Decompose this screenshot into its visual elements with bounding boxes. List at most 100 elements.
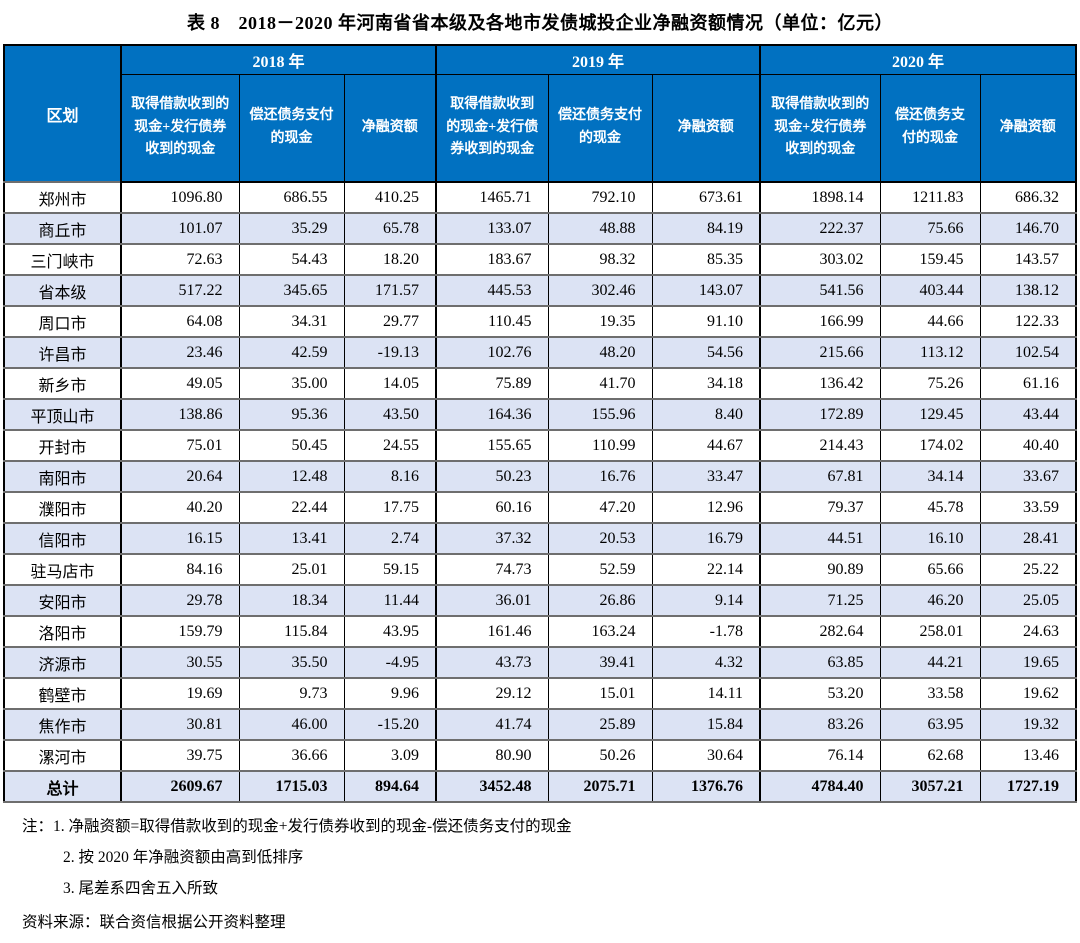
- region-cell: 南阳市: [3, 460, 122, 493]
- value-cell: 34.18: [651, 367, 761, 400]
- note-prefix: 注：: [22, 818, 54, 835]
- value-cell: 63.85: [759, 646, 881, 679]
- col-header-year-2019: 2019 年: [435, 44, 761, 75]
- value-cell: 29.12: [435, 677, 549, 710]
- region-cell: 新乡市: [3, 367, 122, 400]
- table-row: 信阳市 16.15 13.41 2.74 37.32 20.53 16.79 44.51 16.…: [3, 522, 1077, 555]
- value-cell: 214.43: [759, 429, 881, 462]
- value-cell: 46.00: [238, 708, 345, 741]
- region-cell: 鹤壁市: [3, 677, 122, 710]
- value-cell: 72.63: [120, 243, 240, 276]
- region-cell: 漯河市: [3, 739, 122, 772]
- value-cell: 16.76: [547, 460, 653, 493]
- value-cell: 122.33: [979, 305, 1077, 338]
- col-header-region: 区划: [3, 44, 122, 183]
- value-cell: 59.15: [343, 553, 437, 586]
- value-cell: 91.10: [651, 305, 761, 338]
- region-cell: 三门峡市: [3, 243, 122, 276]
- value-cell: 95.36: [238, 398, 345, 431]
- region-cell: 洛阳市: [3, 615, 122, 648]
- note-line-3: 3. 尾差系四舍五入所致: [63, 880, 219, 897]
- value-cell: 28.41: [979, 522, 1077, 555]
- table-row: 郑州市 1096.80 686.55 410.25 1465.71 792.10 673.6…: [3, 181, 1077, 214]
- value-cell: 43.73: [435, 646, 549, 679]
- value-cell: 163.24: [547, 615, 653, 648]
- value-cell: 686.32: [979, 181, 1077, 214]
- value-cell: -1.78: [651, 615, 761, 648]
- table-header-subcolumns: 取得借款收到的现金+发行债券收到的现金 偿还债务支付的现金 净融资额 取得借款收…: [4, 73, 1077, 183]
- value-cell: 98.32: [547, 243, 653, 276]
- value-cell: 673.61: [651, 181, 761, 214]
- value-cell: 43.50: [343, 398, 437, 431]
- value-cell: 24.63: [979, 615, 1077, 648]
- net-financing-table: 区划 2018 年 2019 年 2020 年 取得借款收到的现金+发行债券收到…: [3, 44, 1077, 803]
- value-cell: 46.20: [879, 584, 981, 617]
- region-cell: 濮阳市: [3, 491, 122, 524]
- value-cell: 1376.76: [651, 770, 761, 803]
- value-cell: 403.44: [879, 274, 981, 307]
- value-cell: 48.20: [547, 336, 653, 369]
- value-cell: 75.26: [879, 367, 981, 400]
- value-cell: 54.43: [238, 243, 345, 276]
- value-cell: 33.67: [979, 460, 1077, 493]
- value-cell: 16.15: [120, 522, 240, 555]
- value-cell: 50.23: [435, 460, 549, 493]
- value-cell: 166.99: [759, 305, 881, 338]
- table-header-years: 区划 2018 年 2019 年 2020 年: [3, 44, 1077, 183]
- col-header-year-2020: 2020 年: [759, 44, 1077, 75]
- value-cell: 61.16: [979, 367, 1077, 400]
- value-cell: 19.65: [979, 646, 1077, 679]
- value-cell: 65.66: [879, 553, 981, 586]
- value-cell: 102.76: [435, 336, 549, 369]
- value-cell: 67.81: [759, 460, 881, 493]
- col-header-2019-repay: 偿还债务支付的现金: [547, 73, 653, 183]
- value-cell: 34.14: [879, 460, 981, 493]
- value-cell: 19.69: [120, 677, 240, 710]
- value-cell: 303.02: [759, 243, 881, 276]
- table-row: 许昌市 23.46 42.59 -19.13 102.76 48.20 54.56 215.6…: [3, 336, 1077, 369]
- col-header-2019-borrow: 取得借款收到的现金+发行债券收到的现金: [435, 73, 549, 183]
- value-cell: 25.05: [979, 584, 1077, 617]
- value-cell: 133.07: [435, 212, 549, 245]
- value-cell: 1727.19: [979, 770, 1077, 803]
- value-cell: 74.73: [435, 553, 549, 586]
- value-cell: 75.66: [879, 212, 981, 245]
- value-cell: 44.21: [879, 646, 981, 679]
- region-cell: 济源市: [3, 646, 122, 679]
- region-cell: 省本级: [3, 274, 122, 307]
- col-header-2018-repay: 偿还债务支付的现金: [238, 73, 345, 183]
- value-cell: 36.01: [435, 584, 549, 617]
- region-cell: 周口市: [3, 305, 122, 338]
- value-cell: 129.45: [879, 398, 981, 431]
- value-cell: 63.95: [879, 708, 981, 741]
- value-cell: 35.29: [238, 212, 345, 245]
- value-cell: 258.01: [879, 615, 981, 648]
- table-row: 鹤壁市 19.69 9.73 9.96 29.12 15.01 14.11 53.20 33.5…: [3, 677, 1077, 710]
- value-cell: 60.16: [435, 491, 549, 524]
- table-row: 濮阳市 40.20 22.44 17.75 60.16 47.20 12.96 79.37 45…: [3, 491, 1077, 524]
- value-cell: 9.96: [343, 677, 437, 710]
- value-cell: 3452.48: [435, 770, 549, 803]
- value-cell: 155.96: [547, 398, 653, 431]
- value-cell: 79.37: [759, 491, 881, 524]
- value-cell: 84.16: [120, 553, 240, 586]
- table-row: 省本级 517.22 345.65 171.57 445.53 302.46 143.07 5…: [3, 274, 1077, 307]
- note-line-2: 2. 按 2020 年净融资额由高到低排序: [63, 849, 304, 866]
- value-cell: 65.78: [343, 212, 437, 245]
- value-cell: 159.79: [120, 615, 240, 648]
- value-cell: 43.95: [343, 615, 437, 648]
- value-cell: 15.01: [547, 677, 653, 710]
- value-cell: 33.58: [879, 677, 981, 710]
- value-cell: 2075.71: [547, 770, 653, 803]
- value-cell: 17.75: [343, 491, 437, 524]
- value-cell: 43.44: [979, 398, 1077, 431]
- value-cell: 40.40: [979, 429, 1077, 462]
- value-cell: 42.59: [238, 336, 345, 369]
- value-cell: 19.62: [979, 677, 1077, 710]
- value-cell: 20.53: [547, 522, 653, 555]
- value-cell: 183.67: [435, 243, 549, 276]
- value-cell: 282.64: [759, 615, 881, 648]
- value-cell: 11.44: [343, 584, 437, 617]
- value-cell: 22.14: [651, 553, 761, 586]
